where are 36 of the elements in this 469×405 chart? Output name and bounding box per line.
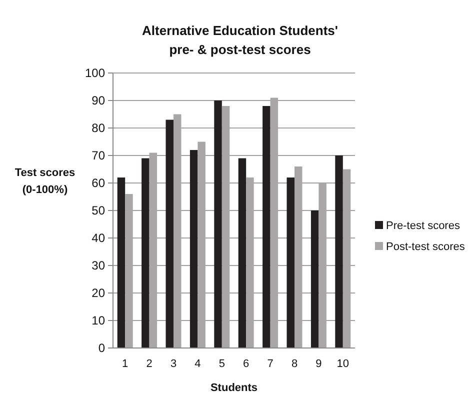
x-tick-label: 5 [218,358,225,370]
x-tick-label: 1 [122,358,128,370]
y-tick-label: 40 [92,231,106,246]
x-tick-label: 9 [316,358,322,370]
y-tick-label: 70 [92,148,106,163]
y-tick-label: 50 [92,204,106,218]
y-tick-label: 90 [92,94,106,108]
bar [214,100,222,348]
bar [286,178,294,348]
x-tick-label: 4 [194,358,201,370]
bar [238,158,246,348]
x-tick-label: 8 [291,358,298,370]
bar [310,210,319,348]
y-tick-label: 20 [92,286,106,300]
y-tick-label: 60 [92,176,106,190]
bar [262,106,270,348]
x-axis-title: Students [210,382,258,394]
y-tick-label: 10 [92,314,106,328]
x-tick-label: 7 [267,358,274,370]
chart-title: Alternative Education Students' pre- & post-test scores [142,23,338,57]
bar [142,158,150,348]
bar [335,156,343,348]
y-tick-label: 0 [98,341,106,356]
y-tick-label: 80 [92,121,106,136]
legend-label: Post-test scores [386,240,466,253]
x-tick-label: 10 [336,358,350,370]
x-tick-label: 6 [243,358,250,370]
y-tick-label: 30 [92,258,106,273]
y-tick-label: 100 [84,66,106,80]
bar [166,120,174,348]
x-tick-label: 3 [170,358,177,370]
bar [190,150,198,348]
y-axis-title: Test scores (0-100%) [14,167,76,196]
bar [117,178,126,348]
legend-label: Pre-test scores [386,220,460,232]
x-tick-label: 2 [146,358,152,370]
